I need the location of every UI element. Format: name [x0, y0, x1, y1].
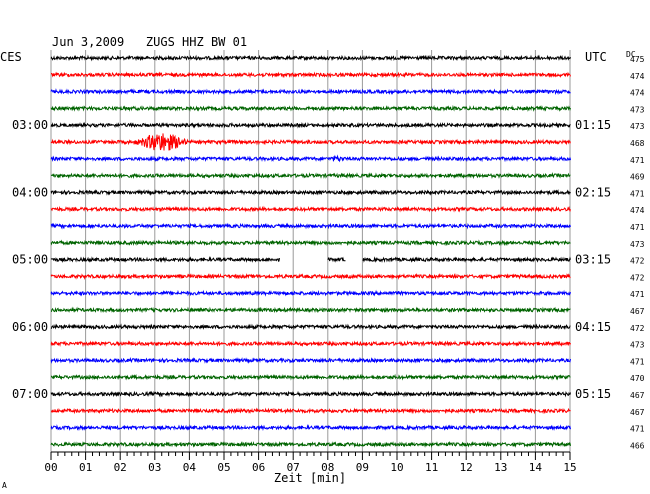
dc-offset-label: 473: [630, 341, 645, 350]
dc-label: DC: [626, 50, 636, 59]
dc-offset-label: 471: [630, 223, 645, 232]
left-time-label: 04:00: [12, 185, 48, 199]
x-tick-label: 10: [390, 461, 403, 474]
x-axis-label: Zeit [min]: [274, 471, 346, 485]
trace-row: [50, 172, 571, 180]
dc-offset-label: 467: [630, 307, 645, 316]
left-time-label: 06:00: [12, 320, 48, 334]
dc-offset-label: 474: [630, 206, 645, 215]
x-tick-label: 07: [287, 461, 300, 474]
x-axis: 00 01 02 03 04 05 06 07 08 09 10 11 12 13 14 15: [44, 451, 577, 474]
dc-offset-label: 470: [630, 374, 645, 383]
dc-offset-label: 472: [630, 257, 645, 266]
trace-row: [50, 54, 571, 62]
trace-row: [51, 71, 571, 79]
dc-offset-label: 471: [630, 189, 645, 198]
trace-row: [50, 407, 571, 415]
dc-offset-label: 468: [630, 139, 645, 148]
x-tick-label: 12: [460, 461, 473, 474]
x-tick-label: 02: [114, 461, 127, 474]
trace-row: [50, 256, 571, 263]
dc-offset-label: 473: [630, 240, 645, 249]
dc-offset-label: 471: [630, 357, 645, 366]
trace-row: [50, 88, 571, 96]
trace-row: [50, 188, 571, 196]
trace-row: [50, 323, 571, 331]
trace-row: [50, 205, 571, 213]
left-zone-label: CES: [0, 50, 22, 64]
dc-offset-label: 471: [630, 425, 645, 434]
dc-offset-label: 474: [630, 72, 645, 81]
right-time-label: 01:15: [575, 118, 611, 132]
dc-offset-label: 467: [630, 391, 645, 400]
x-tick-label: 08: [321, 461, 334, 474]
x-tick-label: 04: [183, 461, 197, 474]
trace-row: [50, 390, 571, 398]
trace-rows: [50, 54, 571, 448]
x-tick-label: 01: [79, 461, 92, 474]
left-time-label: 05:00: [12, 253, 48, 267]
trace-row: [50, 104, 571, 112]
trace-row: [50, 154, 571, 163]
right-time-label: 05:15: [575, 387, 611, 401]
x-tick-label: 13: [494, 461, 507, 474]
trace-row: [50, 373, 571, 381]
trace-row: [50, 272, 571, 280]
x-tick-label: 15: [563, 461, 576, 474]
trace-row: [50, 356, 571, 364]
x-tick-label: 00: [44, 461, 57, 474]
trace-row: [50, 239, 571, 247]
dc-offset-label: 469: [630, 173, 645, 182]
x-tick-label: 11: [425, 461, 438, 474]
right-time-label: 04:15: [575, 320, 611, 334]
dc-offset-label: 472: [630, 324, 645, 333]
dc-offset-label: 466: [630, 441, 645, 450]
trace-row: [50, 440, 571, 448]
trace-row: [50, 424, 571, 431]
right-zone-label: UTC: [585, 50, 607, 64]
trace-row: [50, 121, 571, 129]
x-tick-label: 03: [148, 461, 161, 474]
dc-offset-label: 471: [630, 290, 645, 299]
dc-offset-label: 471: [630, 156, 645, 165]
left-time-label: 07:00: [12, 387, 48, 401]
dc-offset-label: 474: [630, 89, 645, 98]
left-time-label: 03:00: [12, 118, 48, 132]
dc-offset-label: 472: [630, 273, 645, 282]
right-time-label: 03:15: [575, 253, 611, 267]
gridlines: [50, 50, 571, 452]
trace-row: [50, 340, 571, 348]
trace-row: [50, 289, 571, 297]
right-time-label: 02:15: [575, 185, 611, 199]
x-tick-label: 06: [252, 461, 265, 474]
trace-row: [50, 133, 571, 151]
bottom-left-mark: A: [2, 481, 7, 490]
time-labels: 475 474 474 473 473 468 471 469 471 474 471 473 472 4…: [12, 55, 645, 450]
dc-offset-label: 467: [630, 408, 645, 417]
chart-title: Jun 3,2009 ZUGS HHZ BW 01: [52, 35, 247, 49]
trace-row: [50, 222, 571, 230]
x-tick-label: 09: [356, 461, 369, 474]
dc-offset-label: 473: [630, 105, 645, 114]
dc-offset-label: 473: [630, 122, 645, 131]
dc-offset-label: 475: [630, 55, 645, 64]
x-tick-label: 14: [529, 461, 543, 474]
trace-row: [51, 306, 571, 314]
x-tick-label: 05: [217, 461, 230, 474]
